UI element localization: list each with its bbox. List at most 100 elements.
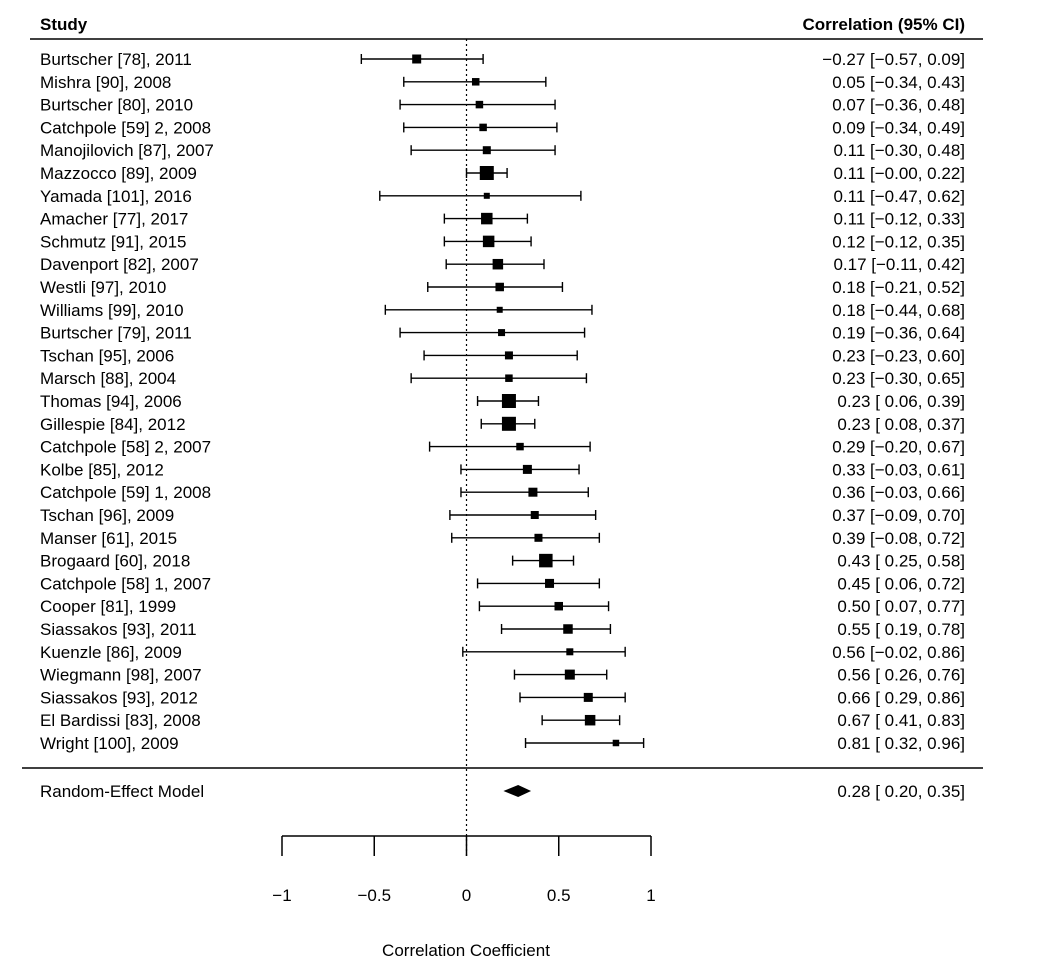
study-row: Marsch [88], 2004 0.23 [−0.30, 0.65] [40, 369, 965, 388]
study-label: Wright [100], 2009 [40, 734, 179, 753]
point-estimate [566, 648, 574, 656]
study-label: Siassakos [93], 2011 [40, 620, 197, 639]
study-label: Thomas [94], 2006 [40, 392, 182, 411]
study-label: Tschan [95], 2006 [40, 346, 174, 365]
study-row: Yamada [101], 2016 0.11 [−0.47, 0.62] [40, 187, 965, 206]
summary-label: Random-Effect Model [40, 782, 204, 801]
ci-value: 0.23 [ 0.06, 0.39] [837, 392, 965, 411]
ci-value: 0.67 [ 0.41, 0.83] [837, 711, 965, 730]
point-estimate [505, 374, 513, 382]
x-axis-label: Correlation Coefficient [382, 941, 550, 960]
ci-value: 0.23 [−0.23, 0.60] [832, 346, 965, 365]
study-label: Gillespie [84], 2012 [40, 415, 186, 434]
study-label: Amacher [77], 2017 [40, 210, 188, 229]
study-row: Manojilovich [87], 2007 0.11 [−0.30, 0.48… [40, 141, 965, 160]
ci-value: 0.18 [−0.44, 0.68] [832, 301, 965, 320]
study-row: Thomas [94], 2006 0.23 [ 0.06, 0.39] [40, 392, 965, 411]
point-estimate [522, 464, 532, 474]
study-label: Cooper [81], 1999 [40, 597, 176, 616]
study-row: Kolbe [85], 2012 0.33 [−0.03, 0.61] [40, 460, 965, 479]
study-row: Siassakos [93], 2012 0.66 [ 0.29, 0.86] [40, 688, 965, 707]
study-label: Manser [61], 2015 [40, 529, 177, 548]
ci-value: 0.36 [−0.03, 0.66] [832, 483, 965, 502]
point-estimate [471, 78, 480, 86]
ci-value: 0.07 [−0.36, 0.48] [832, 96, 965, 115]
x-tick-label: 1 [646, 886, 655, 905]
point-estimate [482, 146, 491, 155]
ci-value: 0.55 [ 0.19, 0.78] [837, 620, 965, 639]
ci-value: 0.66 [ 0.29, 0.86] [837, 688, 965, 707]
study-label: Burtscher [79], 2011 [40, 324, 192, 343]
study-label: Westli [97], 2010 [40, 278, 166, 297]
study-row: Wiegmann [98], 2007 0.56 [ 0.26, 0.76] [40, 666, 965, 685]
point-estimate [501, 416, 516, 431]
ci-value: 0.43 [ 0.25, 0.58] [837, 552, 965, 571]
study-row: Catchpole [59] 2, 2008 0.09 [−0.34, 0.49] [40, 118, 965, 137]
study-row: Manser [61], 2015 0.39 [−0.08, 0.72] [40, 529, 965, 548]
point-estimate [496, 306, 503, 313]
point-estimate [564, 669, 575, 680]
summary-diamond [503, 785, 532, 797]
point-estimate [498, 329, 506, 337]
study-label: Kuenzle [86], 2009 [40, 643, 182, 662]
study-row: Burtscher [79], 2011 0.19 [−0.36, 0.64] [40, 324, 965, 343]
point-estimate [479, 166, 494, 180]
study-label: Schmutz [91], 2015 [40, 232, 186, 251]
study-row: Catchpole [59] 1, 2008 0.36 [−0.03, 0.66] [40, 483, 965, 502]
study-label: Mishra [90], 2008 [40, 73, 171, 92]
study-row: Catchpole [58] 2, 2007 0.29 [−0.20, 0.67] [40, 438, 965, 457]
ci-value: 0.23 [−0.30, 0.65] [832, 369, 965, 388]
point-estimate [479, 123, 487, 132]
ci-value: 0.09 [−0.34, 0.49] [832, 118, 965, 137]
study-row: Tschan [95], 2006 0.23 [−0.23, 0.60] [40, 346, 965, 365]
ci-value: −0.27 [−0.57, 0.09] [822, 50, 965, 69]
point-estimate [612, 739, 620, 747]
study-row: El Bardissi [83], 2008 0.67 [ 0.41, 0.83] [40, 711, 965, 730]
study-label: Siassakos [93], 2012 [40, 688, 198, 707]
study-row: Mazzocco [89], 2009 0.11 [−0.00, 0.22] [40, 164, 965, 183]
point-estimate [584, 714, 596, 726]
study-row: Wright [100], 2009 0.81 [ 0.32, 0.96] [40, 734, 965, 753]
study-row: Kuenzle [86], 2009 0.56 [−0.02, 0.86] [40, 643, 965, 662]
point-estimate [475, 100, 484, 109]
study-label: Williams [99], 2010 [40, 301, 184, 320]
x-tick-label: 0.5 [547, 886, 571, 905]
point-estimate [583, 692, 593, 702]
study-label: Yamada [101], 2016 [40, 187, 192, 206]
study-label: Marsch [88], 2004 [40, 369, 176, 388]
point-estimate [554, 601, 563, 611]
point-estimate [501, 394, 516, 408]
point-estimate [495, 282, 504, 292]
x-tick-label: −0.5 [357, 886, 391, 905]
x-axis: −1 −0.5 0 0.5 1 [272, 835, 656, 905]
x-tick-label: 0 [462, 886, 471, 905]
study-label: Manojilovich [87], 2007 [40, 141, 214, 160]
study-label: Catchpole [59] 1, 2008 [40, 483, 211, 502]
ci-value: 0.81 [ 0.32, 0.96] [837, 734, 965, 753]
study-row: Cooper [81], 1999 0.50 [ 0.07, 0.77] [40, 597, 965, 616]
study-row: Burtscher [78], 2011 −0.27 [−0.57, 0.09] [40, 50, 965, 69]
study-label: Brogaard [60], 2018 [40, 552, 190, 571]
study-label: Catchpole [58] 1, 2007 [40, 574, 211, 593]
study-row: Schmutz [91], 2015 0.12 [−0.12, 0.35] [40, 232, 965, 251]
study-row: Burtscher [80], 2010 0.07 [−0.36, 0.48] [40, 96, 965, 115]
point-estimate [528, 487, 538, 497]
ci-value: 0.56 [−0.02, 0.86] [832, 643, 965, 662]
estimate-column-header: Correlation (95% CI) [803, 15, 965, 34]
point-estimate [504, 351, 513, 360]
point-estimate [534, 533, 543, 542]
ci-value: 0.29 [−0.20, 0.67] [832, 438, 965, 457]
study-label: Kolbe [85], 2012 [40, 460, 164, 479]
study-rows: Burtscher [78], 2011 −0.27 [−0.57, 0.09] M… [40, 50, 965, 753]
point-estimate [563, 624, 573, 634]
study-row: Catchpole [58] 1, 2007 0.45 [ 0.06, 0.72] [40, 574, 965, 593]
study-row: Brogaard [60], 2018 0.43 [ 0.25, 0.58] [40, 552, 965, 571]
study-label: Mazzocco [89], 2009 [40, 164, 197, 183]
ci-value: 0.23 [ 0.08, 0.37] [837, 415, 965, 434]
ci-value: 0.11 [−0.47, 0.62] [833, 187, 965, 206]
point-estimate [481, 212, 493, 225]
ci-value: 0.05 [−0.34, 0.43] [832, 73, 965, 92]
study-label: Burtscher [80], 2010 [40, 96, 193, 115]
study-row: Gillespie [84], 2012 0.23 [ 0.08, 0.37] [40, 415, 965, 434]
point-estimate [530, 511, 539, 519]
